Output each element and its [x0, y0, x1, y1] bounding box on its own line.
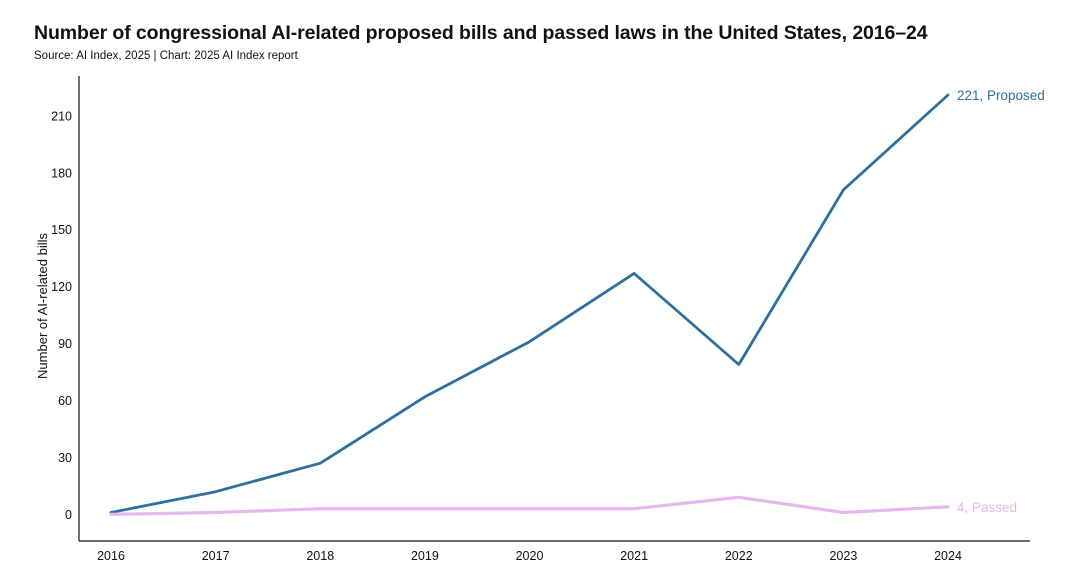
y-tick-label: 120 [51, 280, 72, 294]
series-line-proposed [109, 93, 950, 514]
series-lines [109, 93, 950, 517]
chart-subtitle: Source: AI Index, 2025 | Chart: 2025 AI … [34, 50, 298, 62]
y-tick-label: 0 [65, 508, 72, 522]
y-tick-labels: 0 30 60 90 120 150 180 210 [51, 109, 72, 522]
x-tick-label: 2019 [411, 549, 439, 563]
y-tick-label: 60 [58, 394, 72, 408]
series-end-labels: 221, Proposed 4, Passed [957, 88, 1045, 515]
x-tick-label: 2021 [620, 549, 648, 563]
y-tick-label: 180 [51, 166, 72, 180]
chart-title: Number of congressional AI-related propo… [34, 22, 928, 44]
x-tick-label: 2022 [725, 549, 753, 563]
y-tick-label: 150 [51, 223, 72, 237]
end-label-proposed: 221, Proposed [957, 88, 1045, 103]
y-tick-label: 30 [58, 451, 72, 465]
y-axis-label: Number of AI-related bills [35, 233, 50, 379]
x-tick-label: 2020 [516, 549, 544, 563]
x-tick-labels: 2016 2017 2018 2019 2020 2021 2022 2023 2024 [97, 549, 962, 563]
y-tick-label: 210 [51, 109, 72, 123]
end-label-passed: 4, Passed [957, 500, 1017, 515]
x-tick-label: 2016 [97, 549, 125, 563]
x-tick-label: 2017 [202, 549, 230, 563]
axes [78, 76, 1030, 542]
series-line-passed [109, 495, 950, 517]
x-tick-label: 2018 [306, 549, 334, 563]
x-tick-label: 2023 [829, 549, 857, 563]
x-tick-label: 2024 [934, 549, 962, 563]
y-tick-label: 90 [58, 337, 72, 351]
